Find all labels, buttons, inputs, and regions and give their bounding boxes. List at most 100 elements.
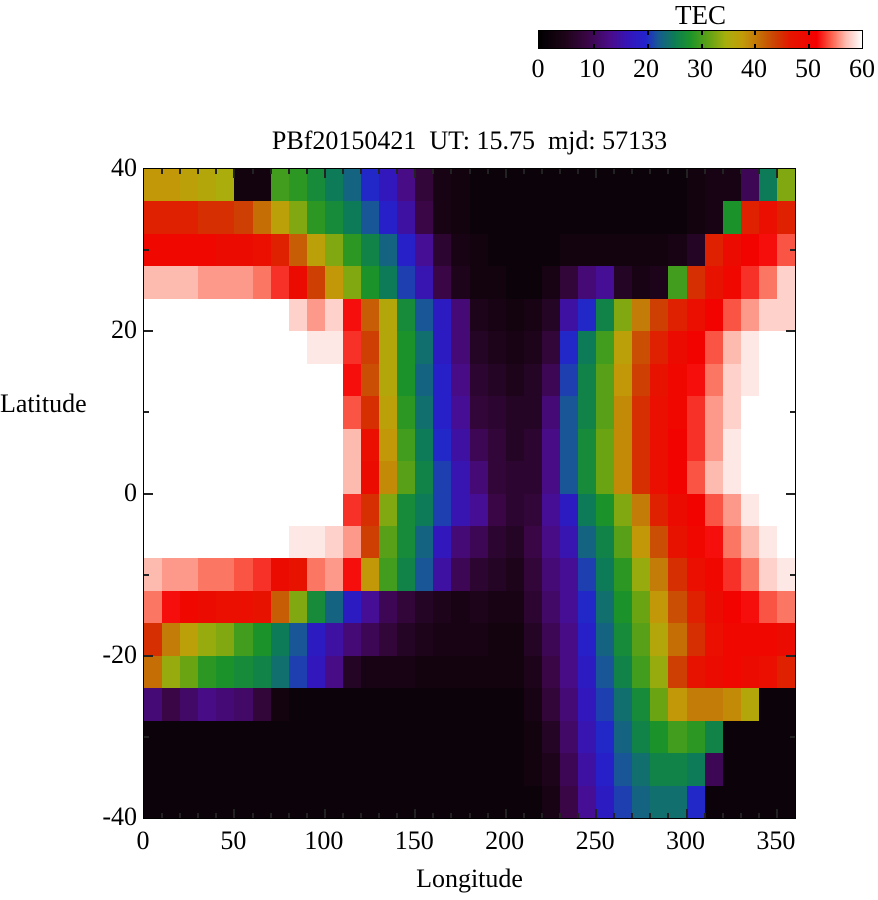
heatmap-cell [361, 558, 380, 591]
heatmap-cell [650, 525, 669, 559]
heatmap-cell [722, 201, 741, 234]
heatmap-cell [686, 623, 705, 656]
colorbar-tick-mark [754, 44, 757, 48]
heatmap-cell [306, 396, 325, 429]
heatmap-cell [324, 493, 343, 526]
heatmap-cell [614, 590, 633, 624]
heatmap-cell [758, 493, 777, 526]
heatmap-cell [776, 169, 795, 202]
heatmap-cell [722, 331, 741, 364]
heatmap-cell [722, 266, 741, 299]
heatmap-cell [704, 396, 723, 429]
heatmap-cell [505, 169, 524, 202]
heatmap-cell [650, 623, 669, 656]
heatmap-cell [505, 753, 524, 786]
heatmap-cell [397, 428, 416, 462]
heatmap-cell [722, 655, 741, 689]
heatmap-cell [668, 720, 687, 754]
heatmap-cell [415, 461, 434, 494]
heatmap-cell [342, 493, 361, 526]
heatmap-cell [632, 493, 651, 526]
heatmap-cell [740, 720, 759, 754]
heatmap-cell [776, 688, 795, 721]
heatmap-cell [216, 428, 235, 462]
heatmap-cell [469, 720, 488, 754]
heatmap-cell [487, 688, 506, 721]
heatmap-cell [361, 720, 380, 754]
heatmap-cell [162, 266, 181, 299]
tick-mark [504, 169, 507, 178]
tick-mark [577, 169, 579, 174]
x-axis-tick-labels: 0 50 100 150 200 250 300 350 [0, 826, 878, 858]
heatmap-cell [451, 266, 470, 299]
heatmap-cell [234, 493, 253, 526]
heatmap-cell [433, 266, 452, 299]
heatmap-cell [433, 655, 452, 689]
heatmap-cell [650, 396, 669, 429]
heatmap-cell [306, 461, 325, 494]
heatmap-cell [578, 785, 597, 818]
heatmap-cell [144, 623, 163, 656]
heatmap-cell [686, 428, 705, 462]
heatmap-cell [632, 428, 651, 462]
tick-mark [468, 169, 471, 174]
tick-mark [414, 169, 417, 178]
heatmap-cell [758, 753, 777, 786]
heatmap-cell [180, 169, 199, 202]
heatmap-cell [632, 688, 651, 721]
heatmap-cell [162, 623, 181, 656]
tick-mark [144, 735, 149, 738]
heatmap-cell [306, 233, 325, 267]
heatmap-cell [541, 525, 560, 559]
heatmap-cell [596, 720, 615, 754]
heatmap-cell [361, 266, 380, 299]
heatmap-cell [379, 655, 398, 689]
heatmap-cell [776, 785, 795, 818]
heatmap-cell [740, 558, 759, 591]
heatmap-cell [505, 298, 524, 332]
tick-mark [540, 813, 543, 818]
heatmap-cell [505, 590, 524, 624]
heatmap-cell [722, 428, 741, 462]
heatmap-cell [288, 331, 307, 364]
heatmap-cell [541, 753, 560, 786]
heatmap-cell [433, 396, 452, 429]
heatmap-cell [288, 428, 307, 462]
heatmap-cell [144, 363, 163, 397]
heatmap-cell [180, 753, 199, 786]
tick-mark [396, 169, 399, 174]
heatmap-cell [704, 331, 723, 364]
heatmap-cell [144, 785, 163, 818]
heatmap-cell [324, 331, 343, 364]
heatmap-cell [578, 298, 597, 332]
tick-mark [360, 169, 362, 174]
heatmap-cell [740, 428, 759, 462]
heatmap-cell [523, 753, 542, 786]
tick-mark [360, 813, 362, 818]
heatmap-cell [469, 396, 488, 429]
tick-mark [667, 169, 670, 174]
heatmap-cell [324, 298, 343, 332]
heatmap-cell [758, 428, 777, 462]
heatmap-cell [758, 785, 777, 818]
heatmap-cell [433, 785, 452, 818]
tick-mark [341, 813, 344, 818]
heatmap-cell [306, 428, 325, 462]
heatmap-cell [324, 655, 343, 689]
heatmap-cell [451, 785, 470, 818]
heatmap-cell [740, 493, 759, 526]
x-tick-label: 50 [220, 826, 247, 855]
heatmap-cell [324, 396, 343, 429]
heatmap-cell [252, 558, 271, 591]
heatmap-cell [288, 720, 307, 754]
heatmap-cell [288, 655, 307, 689]
heatmap-cell [415, 623, 434, 656]
tick-mark [577, 813, 579, 818]
heatmap-cell [469, 623, 488, 656]
heatmap-cell [433, 753, 452, 786]
heatmap-cell [722, 623, 741, 656]
heatmap-cell [306, 525, 325, 559]
heatmap-cell [252, 169, 271, 202]
heatmap-cell [270, 169, 289, 202]
heatmap-cell [180, 493, 199, 526]
